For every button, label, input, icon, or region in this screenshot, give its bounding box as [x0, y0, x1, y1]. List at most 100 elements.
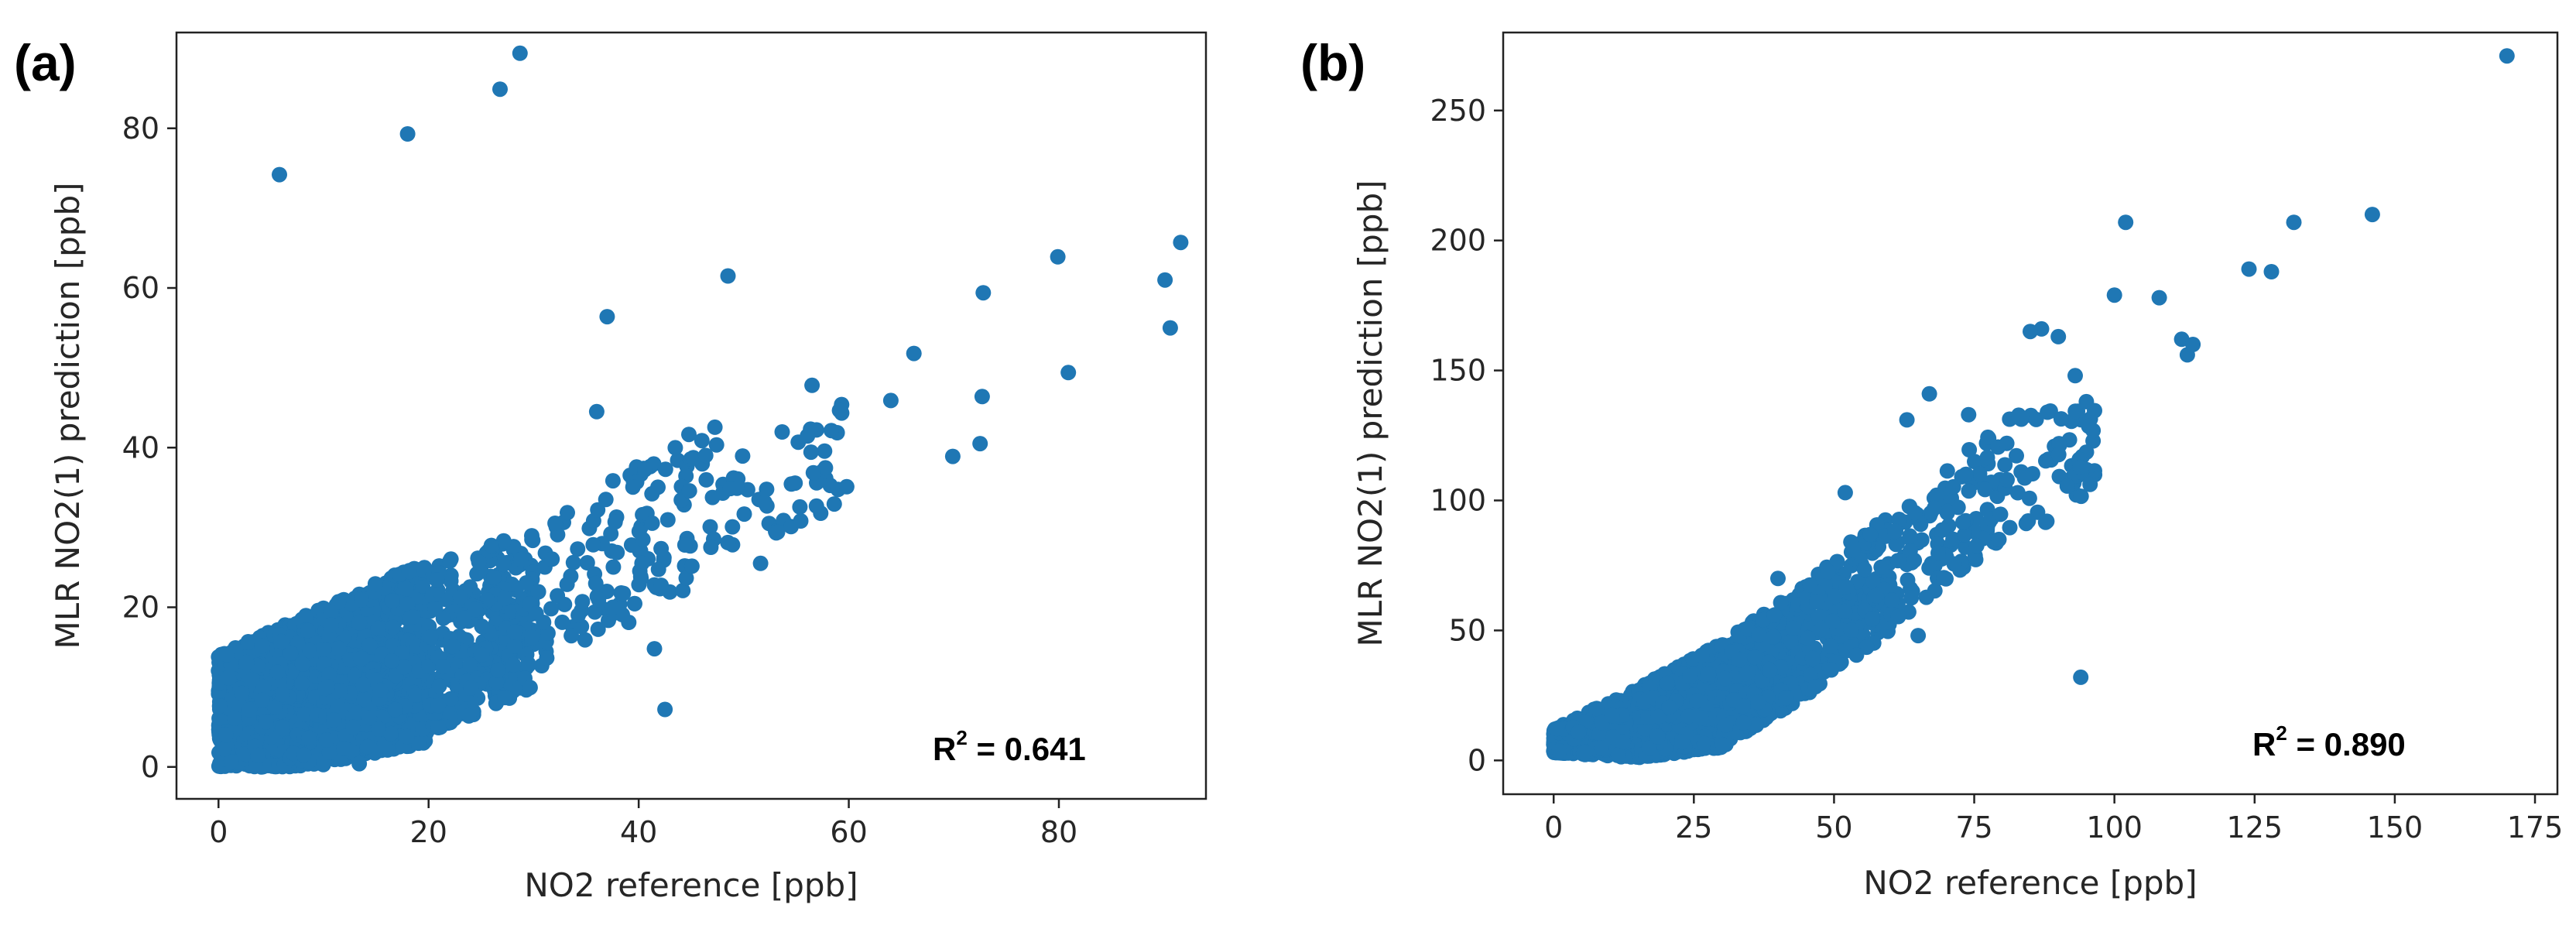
- data-point: [1837, 603, 1853, 619]
- data-point: [882, 392, 899, 409]
- data-point: [1173, 235, 1189, 251]
- data-point: [1864, 611, 1880, 627]
- data-point: [657, 461, 673, 478]
- data-point: [321, 744, 337, 760]
- data-point: [242, 701, 258, 718]
- data-point: [370, 721, 386, 737]
- data-point: [635, 532, 651, 547]
- data-point: [817, 443, 833, 459]
- data-point: [431, 678, 447, 694]
- data-point: [1961, 442, 1978, 457]
- data-point: [609, 544, 625, 560]
- data-point: [1694, 710, 1710, 726]
- data-point: [2051, 436, 2067, 452]
- data-point: [1689, 693, 1704, 709]
- data-point: [1961, 406, 1977, 423]
- data-point: [452, 589, 468, 605]
- data-point: [577, 632, 593, 648]
- data-point: [223, 754, 239, 770]
- data-point: [587, 575, 604, 591]
- data-point: [1604, 708, 1620, 724]
- data-point: [1735, 714, 1752, 731]
- data-point: [430, 697, 447, 714]
- r-squared-annotation-a: R2 = 0.641: [933, 726, 1086, 767]
- data-point: [634, 555, 650, 571]
- data-point: [677, 537, 693, 553]
- data-point: [1977, 481, 1993, 498]
- data-point: [1766, 629, 1782, 645]
- data-point: [1843, 534, 1859, 550]
- y-tick-label-a: 60: [122, 271, 159, 305]
- data-point: [2011, 407, 2026, 423]
- data-point: [1884, 592, 1899, 608]
- panel-label-a: (a): [14, 34, 77, 91]
- data-point: [2072, 459, 2088, 475]
- data-point: [1862, 526, 1879, 543]
- data-point: [736, 506, 752, 523]
- data-point: [401, 564, 417, 580]
- data-point: [972, 436, 988, 452]
- data-point: [524, 629, 540, 646]
- data-point: [512, 45, 528, 61]
- data-point: [445, 639, 461, 655]
- data-point: [1750, 694, 1766, 711]
- data-point: [1934, 522, 1951, 538]
- data-point: [2040, 404, 2056, 420]
- data-point: [2106, 287, 2122, 303]
- data-point: [1593, 740, 1609, 756]
- x-axis-a: 0 20 40 60 80: [209, 799, 1077, 849]
- data-point: [1773, 594, 1789, 611]
- data-point: [423, 629, 439, 646]
- x-axis-label-a: NO2 reference [ppb]: [524, 866, 858, 904]
- data-point: [1967, 454, 1982, 470]
- data-point: [1575, 745, 1591, 761]
- data-point: [974, 389, 990, 405]
- scatter-panel-b: (b) 0 25 50 75 100 125 150 175 050100150200250 …: [1300, 31, 2563, 902]
- data-point: [399, 596, 416, 612]
- data-point: [318, 732, 334, 748]
- data-point: [272, 166, 287, 183]
- data-point: [218, 727, 234, 743]
- data-point: [355, 677, 371, 693]
- data-point: [443, 573, 459, 589]
- data-point: [637, 461, 653, 478]
- data-point: [275, 687, 290, 703]
- data-point: [2082, 476, 2098, 492]
- data-point: [564, 628, 580, 644]
- data-point: [1903, 590, 1920, 606]
- data-point: [506, 624, 522, 640]
- data-point: [1955, 514, 1971, 530]
- data-point: [471, 554, 487, 571]
- data-point: [1848, 647, 1865, 663]
- data-point: [300, 730, 317, 746]
- data-point: [591, 591, 607, 608]
- data-point: [1615, 734, 1631, 750]
- data-point: [1610, 746, 1626, 762]
- data-point: [2179, 347, 2195, 363]
- data-point: [657, 701, 673, 718]
- data-point: [787, 475, 803, 492]
- data-point: [1891, 512, 1907, 527]
- data-point: [468, 601, 484, 618]
- data-point: [530, 584, 546, 600]
- data-point: [2053, 411, 2069, 427]
- data-point: [1961, 483, 1977, 499]
- data-point: [387, 701, 403, 718]
- data-point: [621, 615, 637, 630]
- plot-frame-b: [1502, 31, 2559, 796]
- data-point: [1809, 594, 1825, 610]
- data-point: [351, 615, 368, 631]
- data-point: [354, 591, 370, 608]
- data-point: [1822, 639, 1838, 654]
- data-point: [1929, 487, 1944, 503]
- data-point: [483, 537, 499, 553]
- data-point: [1997, 457, 2013, 473]
- data-point: [408, 687, 424, 703]
- data-point: [443, 690, 459, 707]
- data-point: [316, 642, 332, 657]
- data-point: [519, 575, 535, 591]
- data-point: [1837, 485, 1853, 501]
- scatter-points-b: [1546, 48, 2515, 766]
- data-point: [587, 604, 603, 620]
